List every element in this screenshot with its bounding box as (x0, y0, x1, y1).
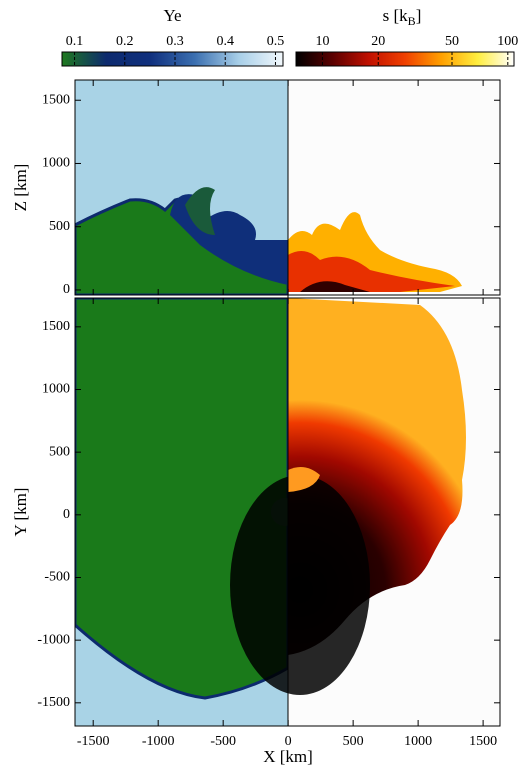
y-tick-label: 1000 (42, 156, 70, 171)
top-field (75, 80, 500, 295)
y-tick-label: -500 (44, 570, 70, 585)
colorbar-tick-label: 0.2 (116, 34, 134, 49)
colorbar-tick-label: 20 (371, 34, 385, 49)
x-tick-label: -1500 (77, 734, 110, 749)
x-tick-label: -500 (210, 734, 236, 749)
y-tick-label: 500 (49, 219, 70, 234)
colorbar-tick-label: 10 (315, 34, 329, 49)
x-tick-label: 0 (285, 734, 292, 749)
colorbar-title: s [kB] (383, 6, 422, 28)
x-tick-label: -1000 (142, 734, 175, 749)
y-tick-label: -1500 (37, 695, 70, 710)
colorbar-tick-label: 100 (497, 34, 518, 49)
y-tick-label: 1000 (42, 382, 70, 397)
title-end: ] (416, 6, 422, 25)
y-axis-label: Z [km] (11, 164, 30, 212)
colorbar-tick-label: 50 (445, 34, 459, 49)
y-tick-label: 1500 (42, 92, 70, 107)
colorbar-title: Ye (163, 6, 181, 25)
bottom-field (75, 298, 500, 726)
colorbar-tick-label: 0.1 (66, 34, 84, 49)
x-axis-label: X [km] (263, 747, 313, 766)
colorbar (295, 51, 515, 67)
x-tick-label: 1500 (469, 734, 497, 749)
y-tick-label: 1500 (42, 319, 70, 334)
y-tick-label: 0 (63, 507, 70, 522)
title-part: s [k (383, 6, 409, 25)
colorbar-tick-label: 0.5 (267, 34, 285, 49)
y-tick-label: -1000 (37, 632, 70, 647)
colorbar-tick-label: 0.4 (216, 34, 234, 49)
y-axis-label: Y [km] (11, 488, 30, 537)
x-tick-label: 1000 (404, 734, 432, 749)
colorbar (61, 51, 284, 67)
colorbar-tick-label: 0.3 (166, 34, 184, 49)
x-tick-label: 500 (343, 734, 364, 749)
title-sub: B (408, 14, 416, 28)
y-tick-label: 500 (49, 444, 70, 459)
y-tick-label: 0 (63, 282, 70, 297)
